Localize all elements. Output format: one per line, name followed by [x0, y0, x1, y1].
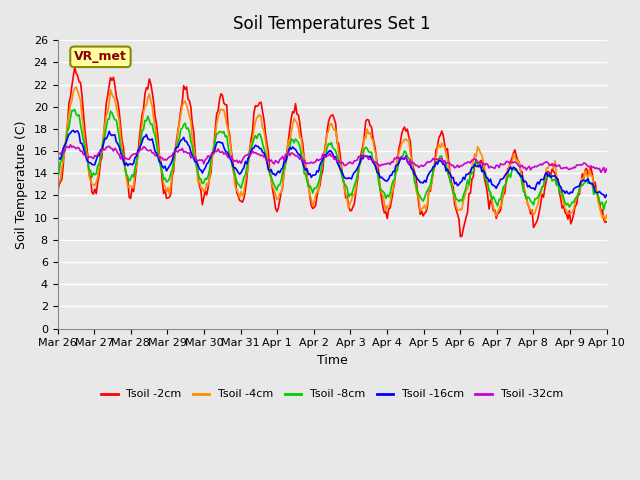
Tsoil -8cm — [74, 113, 81, 119]
Tsoil -2cm — [71, 64, 79, 70]
Tsoil -8cm — [337, 171, 345, 177]
Tsoil -16cm — [600, 192, 607, 198]
Title: Soil Temperatures Set 1: Soil Temperatures Set 1 — [233, 15, 431, 33]
Tsoil -32cm — [74, 144, 81, 150]
Tsoil -2cm — [447, 173, 454, 179]
Tsoil -4cm — [54, 182, 61, 188]
Tsoil -2cm — [530, 225, 538, 230]
Tsoil -4cm — [602, 217, 609, 223]
Tsoil -32cm — [602, 170, 609, 176]
Tsoil -32cm — [600, 165, 607, 170]
X-axis label: Time: Time — [317, 354, 348, 367]
Line: Tsoil -16cm: Tsoil -16cm — [58, 131, 607, 198]
Tsoil -8cm — [447, 179, 454, 185]
Tsoil -8cm — [600, 207, 607, 213]
Tsoil -8cm — [603, 198, 611, 204]
Tsoil -2cm — [456, 234, 464, 240]
Tsoil -4cm — [528, 208, 536, 214]
Tsoil -16cm — [91, 162, 99, 168]
Tsoil -16cm — [602, 195, 609, 201]
Tsoil -2cm — [91, 186, 99, 192]
Tsoil -16cm — [54, 157, 61, 163]
Tsoil -16cm — [528, 185, 536, 191]
Tsoil -4cm — [447, 179, 454, 185]
Tsoil -4cm — [600, 213, 607, 219]
Line: Tsoil -32cm: Tsoil -32cm — [58, 144, 607, 173]
Tsoil -8cm — [528, 200, 536, 205]
Y-axis label: Soil Temperature (C): Soil Temperature (C) — [15, 120, 28, 249]
Tsoil -2cm — [602, 219, 609, 225]
Tsoil -4cm — [603, 212, 611, 218]
Tsoil -2cm — [337, 163, 345, 168]
Tsoil -4cm — [91, 182, 99, 188]
Tsoil -16cm — [447, 171, 454, 177]
Tsoil -4cm — [337, 164, 345, 169]
Tsoil -32cm — [447, 161, 454, 167]
Line: Tsoil -4cm: Tsoil -4cm — [58, 87, 607, 220]
Legend: Tsoil -2cm, Tsoil -4cm, Tsoil -8cm, Tsoil -16cm, Tsoil -32cm: Tsoil -2cm, Tsoil -4cm, Tsoil -8cm, Tsoi… — [97, 385, 568, 404]
Tsoil -16cm — [603, 192, 611, 198]
Tsoil -2cm — [603, 219, 611, 225]
Tsoil -32cm — [54, 154, 61, 159]
Line: Tsoil -8cm: Tsoil -8cm — [58, 109, 607, 210]
Text: VR_met: VR_met — [74, 50, 127, 63]
Tsoil -8cm — [71, 107, 79, 112]
Tsoil -32cm — [528, 165, 536, 170]
Tsoil -2cm — [74, 72, 81, 78]
Tsoil -16cm — [337, 168, 345, 173]
Tsoil -2cm — [54, 191, 61, 196]
Line: Tsoil -2cm: Tsoil -2cm — [58, 67, 607, 237]
Tsoil -32cm — [337, 160, 345, 166]
Tsoil -32cm — [67, 142, 74, 147]
Tsoil -16cm — [74, 128, 81, 134]
Tsoil -4cm — [72, 84, 80, 90]
Tsoil -8cm — [54, 175, 61, 181]
Tsoil -8cm — [91, 172, 99, 178]
Tsoil -16cm — [70, 128, 77, 133]
Tsoil -4cm — [74, 88, 81, 94]
Tsoil -32cm — [603, 166, 611, 171]
Tsoil -8cm — [602, 201, 609, 206]
Tsoil -32cm — [91, 153, 99, 158]
